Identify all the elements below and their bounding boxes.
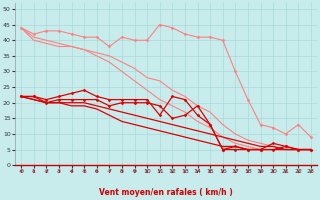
X-axis label: Vent moyen/en rafales ( km/h ): Vent moyen/en rafales ( km/h ) xyxy=(99,188,233,197)
